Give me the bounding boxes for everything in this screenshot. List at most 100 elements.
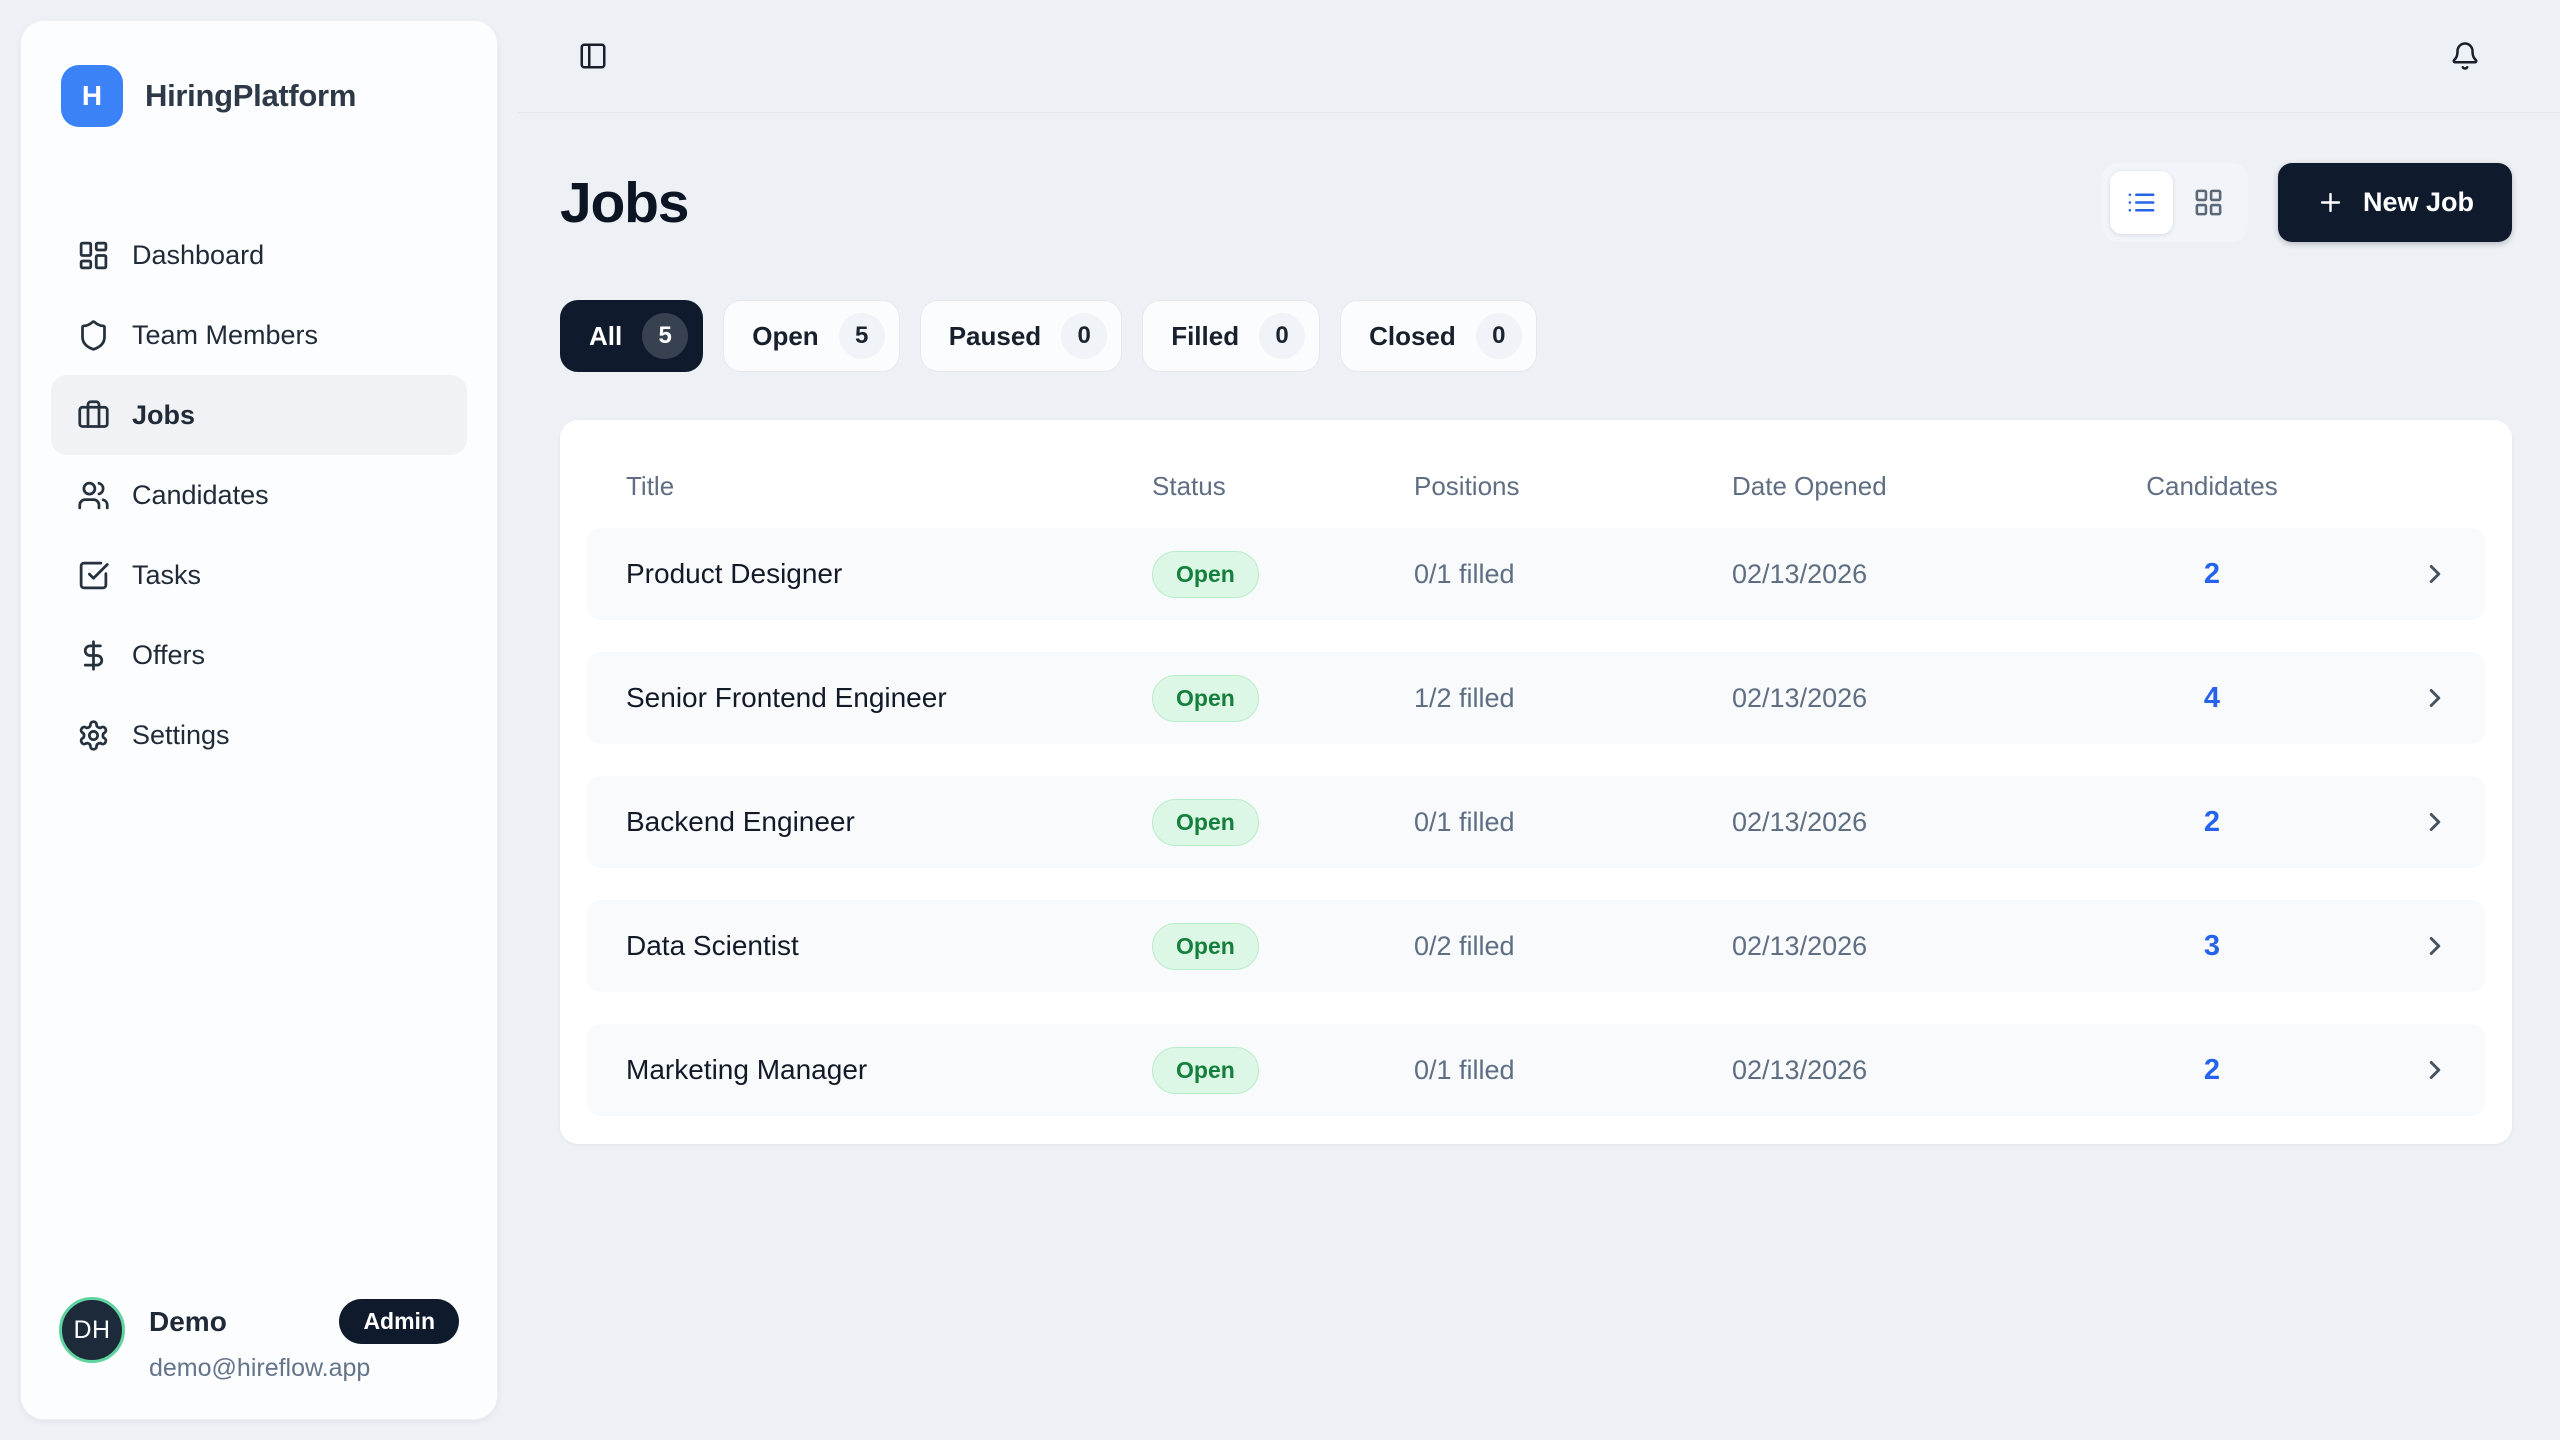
chevron-right-icon	[2429, 689, 2441, 707]
filter-tab[interactable]: Paused 0	[919, 300, 1123, 372]
brand-name: HiringPlatform	[145, 78, 357, 113]
table-column-header: Title	[626, 470, 675, 501]
status-badge: Open	[1152, 798, 1259, 846]
candidates-count[interactable]: 2	[2203, 1053, 2221, 1086]
main-area: Jobs New Job All	[518, 0, 2560, 1440]
notifications-button[interactable]	[2446, 37, 2484, 75]
row-open-button[interactable]	[2420, 931, 2450, 961]
filter-label: Open	[752, 320, 819, 351]
positions-filled: 0/2 filled	[1414, 930, 1515, 961]
sidebar-item-label: Tasks	[132, 559, 202, 590]
date-opened: 02/13/2026	[1732, 558, 1868, 589]
brand-logo-icon: H	[61, 65, 123, 127]
sidebar-item-label: Settings	[132, 719, 230, 750]
content: Jobs New Job All	[518, 163, 2560, 1144]
panel-left-icon	[580, 43, 606, 69]
table-column-header: Candidates	[2146, 470, 2278, 501]
square-check-icon	[79, 561, 109, 589]
sidebar-item-label: Dashboard	[132, 239, 265, 270]
sidebar-item[interactable]: Settings	[51, 695, 467, 775]
sidebar-nav: Dashboard Team Members Jobs Candidates T…	[51, 215, 467, 775]
gear-icon	[79, 719, 108, 751]
filter-count-badge: 5	[838, 313, 885, 359]
table-header-row: Title Status Positions Date Opened Candi…	[586, 444, 2486, 528]
list-icon	[2128, 193, 2155, 212]
view-toggle	[2101, 163, 2248, 242]
jobs-table: Title Status Positions Date Opened Candi…	[560, 420, 2512, 1144]
brand[interactable]: H HiringPlatform	[51, 65, 467, 127]
sidebar-item-label: Candidates	[132, 479, 269, 510]
status-badge: Open	[1152, 922, 1259, 970]
sidebar-item[interactable]: Tasks	[51, 535, 467, 615]
sidebar: H HiringPlatform Dashboard Team Members …	[20, 20, 498, 1420]
filter-count-badge: 0	[1475, 313, 1522, 359]
filter-count-badge: 0	[1259, 313, 1306, 359]
user-email: demo@hireflow.app	[149, 1354, 371, 1382]
users-icon	[78, 481, 109, 509]
filter-label: Filled	[1171, 320, 1240, 351]
table-row[interactable]: Backend Engineer Open 0/1 filled 02/13/2…	[586, 776, 2486, 868]
sidebar-item[interactable]: Jobs	[51, 375, 467, 455]
new-job-label: New Job	[2362, 187, 2474, 217]
filter-tab[interactable]: Filled 0	[1142, 300, 1321, 372]
sidebar-item[interactable]: Candidates	[51, 455, 467, 535]
grid-view-button[interactable]	[2177, 171, 2240, 234]
positions-filled: 0/1 filled	[1414, 1054, 1515, 1085]
user-profile[interactable]: DH Demo Admin demo@hireflow.app	[51, 1297, 467, 1383]
chevron-right-icon	[2429, 1061, 2441, 1079]
candidates-count[interactable]: 2	[2203, 805, 2221, 838]
dollar-icon	[83, 639, 104, 671]
shield-icon	[81, 319, 106, 351]
positions-filled: 1/2 filled	[1414, 682, 1515, 713]
filter-count-badge: 0	[1061, 313, 1108, 359]
job-title: Senior Frontend Engineer	[626, 682, 947, 713]
list-view-button[interactable]	[2109, 171, 2173, 234]
sidebar-toggle-button[interactable]	[574, 37, 612, 75]
table-row[interactable]: Senior Frontend Engineer Open 1/2 filled…	[586, 652, 2486, 744]
positions-filled: 0/1 filled	[1414, 806, 1515, 837]
date-opened: 02/13/2026	[1732, 1054, 1868, 1085]
dashboard-icon	[79, 241, 108, 269]
row-open-button[interactable]	[2420, 559, 2450, 589]
filter-label: All	[589, 320, 623, 351]
candidates-count[interactable]: 4	[2203, 681, 2221, 714]
positions-filled: 0/1 filled	[1414, 558, 1515, 589]
row-open-button[interactable]	[2420, 1055, 2450, 1085]
candidates-count[interactable]: 3	[2203, 929, 2221, 962]
row-open-button[interactable]	[2420, 807, 2450, 837]
table-row[interactable]: Product Designer Open 0/1 filled 02/13/2…	[586, 528, 2486, 620]
grid-icon	[2195, 189, 2222, 216]
status-badge: Open	[1152, 1046, 1259, 1094]
job-title: Product Designer	[626, 558, 843, 589]
avatar: DH	[59, 1297, 125, 1363]
chevron-right-icon	[2429, 813, 2441, 831]
sidebar-item-label: Offers	[132, 639, 206, 670]
sidebar-item-label: Team Members	[132, 319, 319, 350]
chevron-right-icon	[2429, 565, 2441, 583]
table-column-header: Status	[1152, 470, 1226, 501]
bell-icon	[2452, 42, 2478, 70]
filter-tab[interactable]: Closed 0	[1340, 300, 1537, 372]
filter-tab[interactable]: All 5	[560, 300, 704, 372]
status-badge: Open	[1152, 550, 1259, 598]
topbar	[518, 0, 2560, 113]
new-job-button[interactable]: New Job	[2277, 163, 2512, 242]
sidebar-item[interactable]: Team Members	[51, 295, 467, 375]
status-filters: All 5 Open 5 Paused 0 Filled 0	[560, 300, 2512, 372]
job-title: Data Scientist	[626, 930, 799, 961]
row-open-button[interactable]	[2420, 683, 2450, 713]
sidebar-item[interactable]: Dashboard	[51, 215, 467, 295]
table-row[interactable]: Marketing Manager Open 0/1 filled 02/13/…	[586, 1024, 2486, 1116]
table-column-header: Date Opened	[1732, 470, 1887, 501]
page-title: Jobs	[560, 170, 689, 235]
filter-tab[interactable]: Open 5	[723, 300, 900, 372]
table-row[interactable]: Data Scientist Open 0/2 filled 02/13/202…	[586, 900, 2486, 992]
sidebar-item-label: Jobs	[132, 399, 196, 430]
candidates-count[interactable]: 2	[2203, 557, 2221, 590]
job-title: Backend Engineer	[626, 806, 855, 837]
filter-count-badge: 5	[642, 313, 689, 359]
briefcase-icon	[78, 399, 109, 428]
sidebar-item[interactable]: Offers	[51, 615, 467, 695]
date-opened: 02/13/2026	[1732, 930, 1868, 961]
chevron-right-icon	[2429, 937, 2441, 955]
